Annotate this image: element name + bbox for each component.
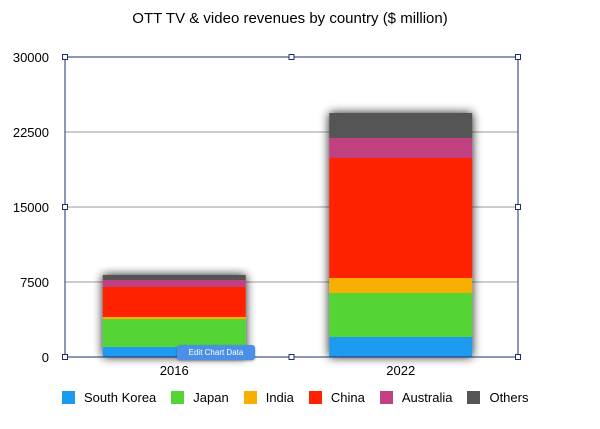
legend-item-china: China	[308, 389, 365, 405]
bar-stack-2016	[102, 275, 246, 357]
bar-china-2022	[329, 158, 473, 278]
bar-others-2022	[329, 113, 473, 138]
edit-chart-data-button[interactable]: Edit Chart Data	[177, 345, 255, 360]
legend-item-india: India	[243, 389, 294, 405]
chart-title: OTT TV & video revenues by country ($ mi…	[132, 10, 447, 27]
resize-handle[interactable]	[62, 204, 68, 210]
legend-label: India	[265, 389, 294, 405]
y-axis-ticks: 0 7500 15000 22500 30000	[13, 50, 49, 365]
resize-handle[interactable]	[515, 54, 521, 60]
legend-label: Japan	[193, 389, 229, 405]
legend: South Korea Japan India China Australia Other…	[62, 386, 543, 408]
legend-swatch	[243, 390, 257, 404]
resize-handle[interactable]	[288, 54, 295, 60]
legend-swatch	[62, 390, 75, 404]
legend-label: Others	[489, 389, 529, 405]
resize-handle[interactable]	[515, 354, 521, 360]
legend-swatch	[379, 390, 393, 404]
bars	[102, 113, 473, 357]
y-tick-label: 7500	[20, 275, 49, 290]
bar-south-korea-2022	[329, 337, 473, 357]
resize-handle[interactable]	[288, 354, 295, 360]
bar-india-2022	[329, 278, 473, 293]
selection-handles[interactable]	[62, 54, 521, 360]
bar-australia-2022	[329, 138, 473, 158]
legend-label: China	[330, 389, 365, 405]
bar-others-2016	[102, 275, 246, 280]
resize-handle[interactable]	[62, 54, 68, 60]
legend-swatch	[467, 390, 481, 404]
legend-label: Australia	[401, 389, 453, 405]
bar-japan-2016	[102, 319, 246, 347]
y-tick-label: 30000	[13, 50, 49, 65]
y-tick-label: 0	[42, 350, 49, 365]
legend-item-australia: Australia	[379, 389, 453, 405]
bar-south-korea-2016	[102, 347, 246, 357]
legend-item-south-korea: South Korea	[62, 390, 156, 405]
bar-china-2016	[102, 287, 246, 317]
bar-australia-2016	[102, 280, 246, 287]
legend-swatch	[171, 390, 185, 404]
bar-stack-2022	[329, 113, 473, 357]
legend-label: South Korea	[84, 389, 157, 405]
bar-japan-2022	[329, 293, 473, 337]
x-category-label: 2022	[386, 363, 415, 378]
y-tick-label: 22500	[13, 125, 49, 140]
legend-item-others: Others	[467, 390, 528, 405]
legend-item-japan: Japan	[171, 389, 229, 405]
resize-handle[interactable]	[62, 354, 68, 360]
y-tick-label: 15000	[13, 200, 49, 215]
bar-india-2016	[102, 317, 246, 319]
legend-swatch	[308, 390, 322, 404]
x-axis-categories: 2016 2022	[160, 363, 415, 378]
resize-handle[interactable]	[515, 204, 521, 210]
x-category-label: 2016	[160, 363, 189, 378]
